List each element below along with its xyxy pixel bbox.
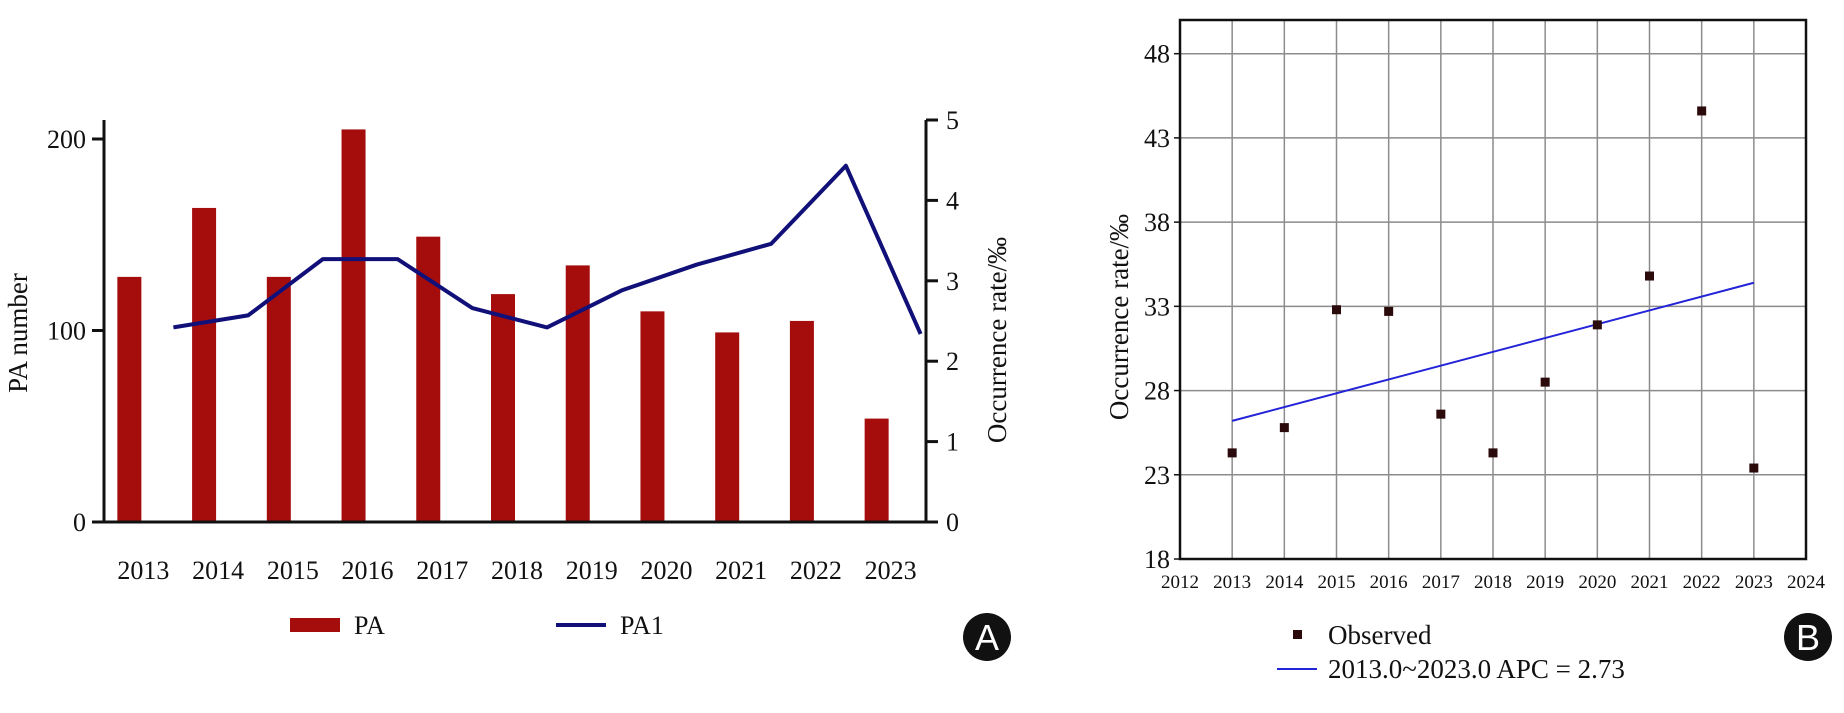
legend-fit-label: 2013.0~2023.0 APC = 2.73 (1328, 654, 1625, 684)
x-tick-label-2023: 2023 (865, 556, 917, 585)
x-tick-label-2015: 2015 (1318, 572, 1356, 593)
x-tick-label-2020: 2020 (1578, 572, 1616, 593)
x-tick-label-2019: 2019 (1526, 572, 1564, 593)
left-tick-label: 200 (47, 125, 86, 154)
x-tick-label-2018: 2018 (1474, 572, 1512, 593)
legend-observed-label: Observed (1328, 620, 1432, 650)
x-tick-label-2013: 2013 (117, 556, 169, 585)
observed-point-2015 (1332, 305, 1341, 315)
y-tick-label: 23 (1144, 461, 1170, 490)
right-tick-label: 0 (946, 508, 959, 537)
y-tick-label: 28 (1144, 377, 1170, 406)
observed-point-2017 (1436, 409, 1446, 419)
x-tick-label-2017: 2017 (1422, 572, 1460, 593)
legend-pa-label: PA (354, 611, 385, 640)
observed-point-2013 (1227, 448, 1237, 458)
pa-bar-2014 (192, 207, 217, 522)
legend-pa1-label: PA1 (620, 611, 664, 640)
x-tick-label-2020: 2020 (640, 556, 692, 585)
panel-a-badge-label: A (975, 617, 999, 658)
pa-bar-2023 (864, 418, 889, 522)
right-axis-ticks: 0 1 2 3 4 5 (926, 106, 959, 537)
y-tick-label: 48 (1144, 40, 1170, 69)
x-tick-label-2021: 2021 (1631, 572, 1669, 593)
right-tick-label: 5 (946, 106, 959, 135)
observed-point-2021 (1645, 271, 1654, 281)
pa-bar-2022 (789, 320, 814, 522)
observed-point-2023 (1749, 463, 1759, 473)
y-tick-label: 18 (1144, 545, 1170, 574)
right-tick-label: 2 (946, 347, 959, 376)
x-tick-label-2021: 2021 (715, 556, 767, 585)
x-tick-label-2022: 2022 (1683, 572, 1721, 593)
plot-frame (1178, 18, 1808, 561)
left-axis-ticks: 0 100 200 (47, 125, 104, 537)
x-axis-ticks: 2012 2013 2014 2015 2016 2017 2018 2019 2020 2021… (1161, 572, 1826, 593)
observed-point-2019 (1540, 377, 1550, 387)
right-tick-label: 4 (946, 186, 959, 215)
legend-observed-marker (1293, 630, 1302, 639)
x-tick-label-2014: 2014 (192, 556, 244, 585)
left-axis-title: PA number (3, 273, 33, 393)
panel-b-badge (1784, 613, 1832, 661)
observed-point-2016 (1384, 306, 1394, 316)
grid (1180, 20, 1806, 559)
pa-bar-2013 (117, 276, 142, 522)
x-tick-label-2024: 2024 (1787, 572, 1826, 593)
pa-bar-2020 (640, 311, 665, 522)
right-tick-label: 1 (946, 428, 959, 457)
y-tick-label: 38 (1144, 208, 1170, 237)
observed-point-2022 (1697, 106, 1707, 116)
pa-bars (117, 129, 889, 523)
x-tick-label-2015: 2015 (267, 556, 319, 585)
apc-fit-line (1231, 281, 1755, 422)
x-tick-label-2012: 2012 (1161, 572, 1199, 593)
observed-points (1227, 106, 1759, 473)
observed-point-2020 (1592, 320, 1602, 330)
right-axis-title: Occurrence rate/‰ (982, 237, 1012, 443)
y-axis-title: Occurrence rate/‰ (1104, 214, 1134, 420)
left-tick-label: 0 (73, 508, 86, 537)
left-tick-label: 100 (47, 317, 86, 346)
x-tick-label-2016: 2016 (1370, 572, 1408, 593)
pa-bar-2016 (341, 129, 366, 523)
right-tick-label: 3 (946, 267, 959, 296)
legend-pa-swatch (290, 618, 340, 632)
x-tick-label-2013: 2013 (1213, 572, 1251, 593)
x-tick-label-2023: 2023 (1735, 572, 1773, 593)
pa-bar-2018 (491, 294, 515, 522)
pa-bar-2019 (565, 265, 590, 522)
y-axis-ticks: 18 23 28 33 38 43 48 (1144, 40, 1180, 574)
y-tick-label: 43 (1144, 124, 1170, 153)
x-tick-label-2016: 2016 (342, 556, 394, 585)
x-tick-label-2017: 2017 (416, 556, 468, 585)
observed-point-2014 (1279, 423, 1289, 433)
x-tick-label-2022: 2022 (790, 556, 842, 585)
x-tick-label-2014: 2014 (1265, 572, 1304, 593)
pa-bar-2015 (266, 276, 291, 522)
pa-bar-2021 (715, 332, 740, 522)
observed-point-2018 (1488, 448, 1498, 458)
x-tick-label-2019: 2019 (566, 556, 618, 585)
y-tick-label: 33 (1144, 292, 1170, 321)
x-axis-ticks: 2013 2014 2015 2016 2017 2018 2019 2020 2021 2022… (117, 556, 916, 585)
pa1-series-line (173, 163, 923, 335)
panel-b-badge-label: B (1796, 617, 1820, 658)
x-tick-label-2018: 2018 (491, 556, 543, 585)
panel-a-badge (963, 613, 1011, 661)
